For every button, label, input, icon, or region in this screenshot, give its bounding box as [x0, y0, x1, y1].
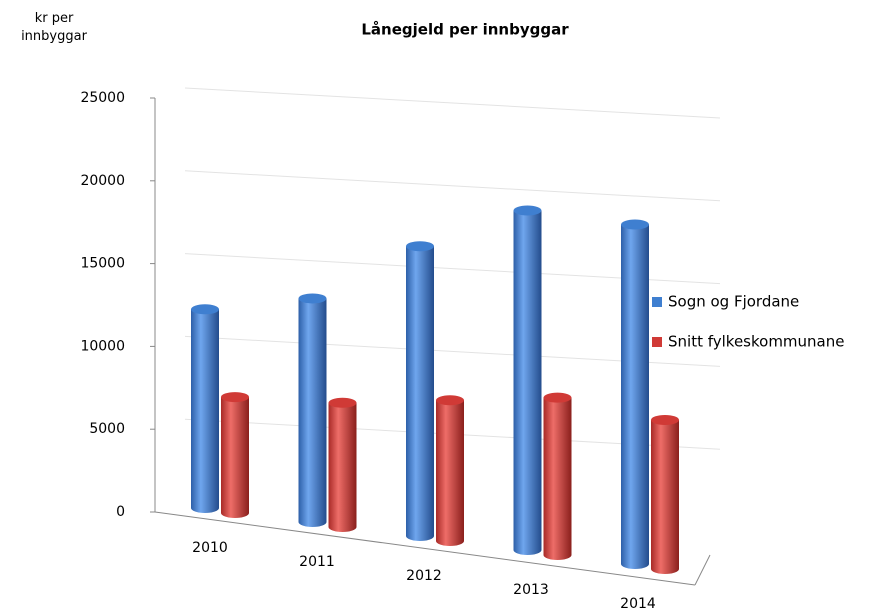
x-tick-label: 2011 — [299, 554, 335, 570]
bar-top — [221, 392, 249, 403]
bar-body — [298, 298, 327, 522]
bar — [621, 219, 649, 569]
x-tick-label: 2010 — [192, 540, 228, 556]
grid-line — [184, 87, 721, 119]
legend-label: Snitt fylkeskommunane — [668, 333, 844, 351]
bar-top — [406, 241, 434, 252]
bar-bottom — [328, 522, 357, 532]
y-tick-label: 15000 — [80, 256, 125, 272]
x-tick-label: 2013 — [513, 582, 549, 598]
legend-label: Sogn og Fjordane — [668, 293, 799, 311]
x-tick-label: 2012 — [406, 568, 442, 584]
bar-bottom — [191, 503, 219, 513]
bar-bottom — [436, 536, 464, 546]
bar-bottom — [298, 517, 327, 527]
bar-top — [436, 395, 464, 406]
legend-swatch — [652, 337, 662, 347]
bar — [191, 304, 219, 513]
chart-title: Lånegjeld per innbyggar — [361, 21, 569, 39]
bar — [328, 397, 357, 532]
bar-top — [328, 397, 357, 408]
legend-swatch — [652, 297, 662, 307]
bar-top — [298, 293, 327, 304]
bar-body — [543, 397, 572, 555]
y-axis-label: kr per innbyggar — [21, 11, 87, 44]
bar — [651, 414, 679, 574]
bar-bottom — [651, 564, 679, 574]
bar-body — [621, 224, 649, 564]
bar-top — [543, 392, 572, 403]
bar-top — [651, 414, 679, 425]
bar-bottom — [406, 531, 434, 541]
y-tick-label: 10000 — [80, 338, 125, 354]
y-tick-label: 0 — [116, 504, 125, 520]
bar — [298, 293, 327, 527]
floor-edge — [694, 554, 711, 586]
bar — [543, 392, 572, 560]
y-tick-label: 5000 — [89, 421, 125, 437]
bar-bottom — [543, 550, 572, 560]
y-tick-label: 20000 — [80, 173, 125, 189]
bar-body — [651, 419, 679, 569]
bar-top — [513, 205, 542, 216]
bar-body — [221, 397, 249, 513]
bar-bottom — [221, 508, 249, 518]
bar — [406, 241, 434, 541]
bar-body — [513, 210, 542, 550]
bar-bottom — [621, 559, 649, 569]
bar-top — [621, 219, 649, 230]
grid-line — [184, 170, 721, 202]
y-tick-label: 25000 — [80, 90, 125, 106]
bar-body — [328, 402, 357, 527]
bar — [221, 392, 249, 518]
bar-bottom — [513, 545, 542, 555]
bar-body — [406, 246, 434, 536]
x-tick-label: 2014 — [620, 596, 656, 610]
x-axis — [154, 511, 696, 586]
bar — [436, 395, 464, 546]
bar — [513, 205, 542, 555]
bar-body — [436, 400, 464, 541]
bar-body — [191, 309, 219, 508]
bar-top — [191, 304, 219, 315]
